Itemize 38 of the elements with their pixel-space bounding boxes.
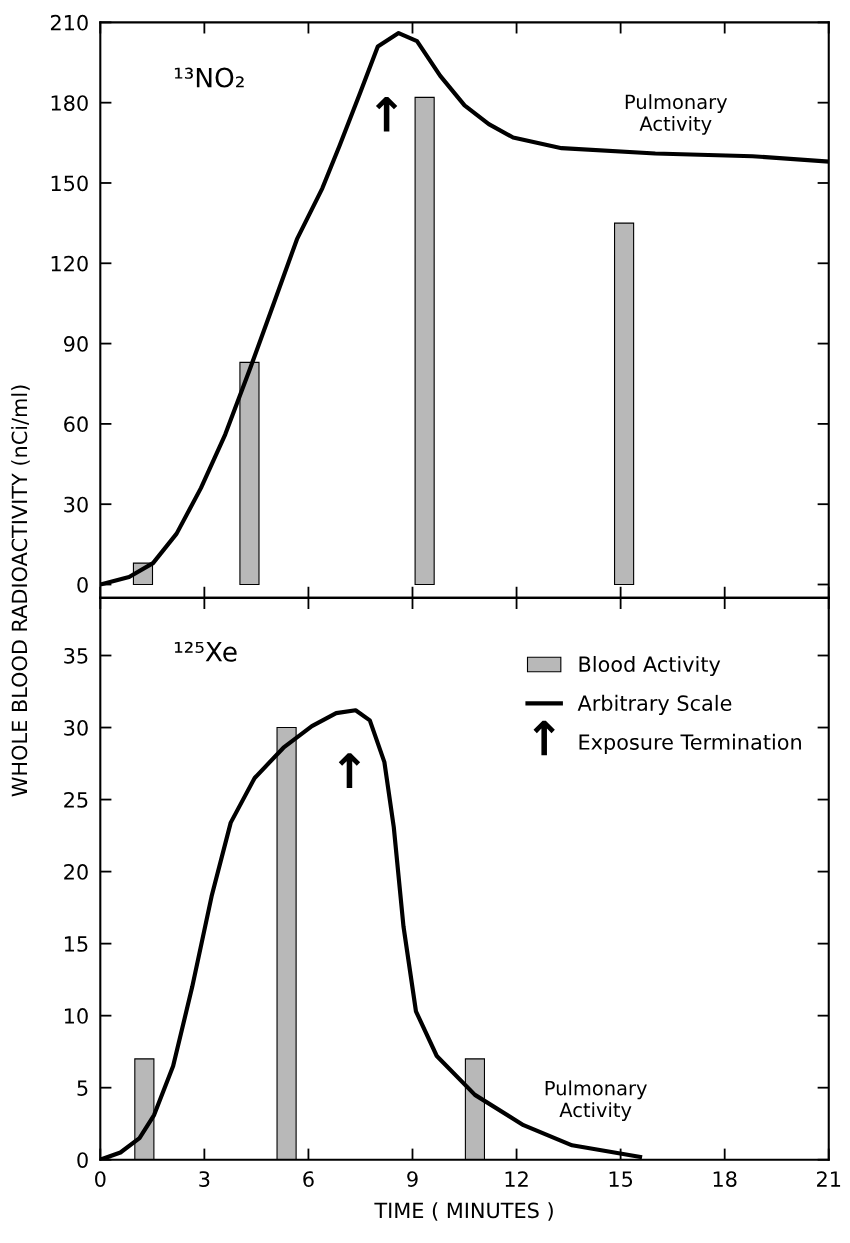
y-tick-label: 5 [77,1080,88,1096]
y-axis-title: WHOLE BLOOD RADIOACTIVITY (nCi/ml) [11,385,30,797]
text: ¹²⁵Xe [174,641,237,662]
x-tick-label: 12 [505,1171,528,1187]
bar [414,96,435,586]
y-tick-label: 30 [64,719,88,736]
y-tick-label: 180 [51,95,88,111]
annotation: Exposure Termination [579,733,801,754]
y-tick-label: 25 [64,792,88,808]
y-tick-label: 0 [77,576,88,593]
x-axis-title: TIME ( MINUTES ) [374,1202,553,1221]
y-tick-label: 90 [63,336,88,352]
y-tick-label: 20 [64,864,88,880]
y-tick-label: 35 [64,647,88,664]
x-tick-label: 3 [199,1171,210,1187]
annotation: Pulmonary Activity [545,1080,647,1122]
y-tick-label: 120 [51,255,88,272]
y-tick-label: 0 [77,1152,88,1168]
bar [613,222,635,586]
y-tick-label: 10 [64,1008,88,1024]
legend-label: Blood Activity [579,655,721,677]
y-tick-label: 15 [64,936,88,952]
x-tick-label: 15 [609,1171,633,1187]
y-tick-label: 150 [51,175,88,192]
y-tick-label: 210 [50,14,88,31]
annotation: ↑ [338,753,361,788]
x-tick-label: 18 [713,1171,737,1187]
x-tick-label: 6 [303,1171,314,1187]
x-tick-label: 0 [95,1171,106,1187]
x-tick-label: 21 [817,1171,841,1187]
y-tick-label: 30 [64,496,88,513]
text: ¹³NO₂ [174,67,244,88]
x-tick-label: 9 [407,1171,418,1187]
text: ↑ [533,720,555,756]
y-tick-label: 60 [64,416,88,433]
annotation: ↑ [375,96,398,132]
legend-label: Arbitrary Scale [577,694,732,716]
annotation: Pulmonary Activity [625,94,728,135]
